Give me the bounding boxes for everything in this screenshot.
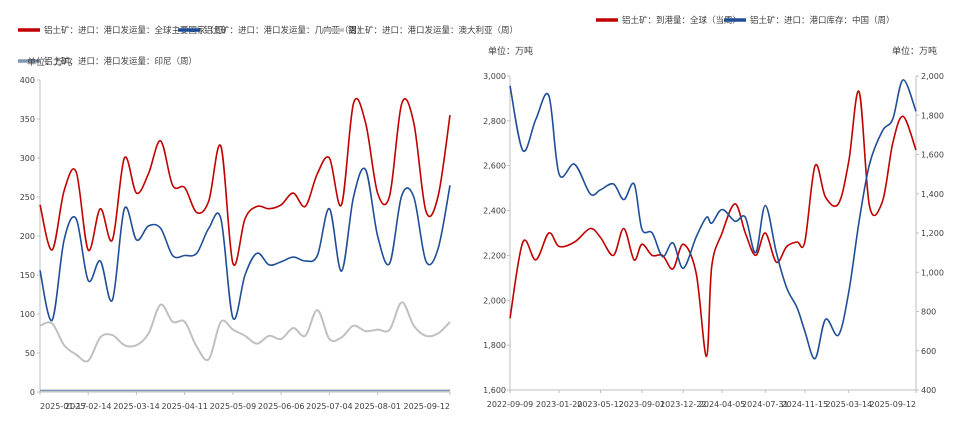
- legend-item-0: 铝土矿：进口：港口发运量：全球主要国家（周）: [18, 25, 231, 36]
- y-tick-label: 2,400: [483, 207, 506, 216]
- y-tick-label: 3,000: [483, 72, 506, 81]
- chart1-series: [39, 97, 451, 392]
- x-tick-label: 2025-03-14: [113, 402, 160, 411]
- legend-item-1: 铝土矿：进口：港口库存：中国（周）: [724, 15, 895, 26]
- y-tick-label: 200: [20, 232, 35, 241]
- chart2-left-unit-label: 单位：万吨: [488, 45, 533, 57]
- y-tick-label: 350: [20, 115, 35, 124]
- series-line-2: [39, 301, 451, 363]
- y-tick-label: 100: [20, 310, 35, 319]
- legend-label: 铝土矿：进口：港口发运量：澳大利亚（周）: [348, 25, 518, 36]
- chart2-y-ticks-left: 1,600 1,800 2,000 2,200 2,400 2,600 2,800 3,000: [483, 72, 510, 395]
- y-tick-label: 250: [20, 193, 35, 202]
- chart2-y-ticks-right: 400 600 800 1,000 1,200 1,400 1,600 1,800 2,000: [916, 72, 944, 395]
- chart-arrivals-inventory: 铝土矿：到港量：全球（当周） 铝土矿：进口：港口库存：中国（周） 单位：万吨 单位…: [483, 15, 944, 409]
- y2-tick-label: 2,000: [921, 72, 944, 81]
- chart-weekly-shipments: 铝土矿：进口：港口发运量：全球主要国家（周）铝土矿：进口：港口发运量：几内亚（周…: [18, 25, 518, 411]
- x-tick-label: 2022-09-09: [487, 400, 534, 409]
- y-tick-label: 2,000: [483, 296, 506, 305]
- series-line-1: [39, 167, 451, 322]
- legend-label: 铝土矿：进口：港口发运量：印尼（周）: [44, 56, 197, 67]
- y2-tick-label: 1,200: [921, 229, 944, 238]
- y-tick-label: 2,800: [483, 117, 506, 126]
- y2-tick-label: 1,600: [921, 151, 944, 160]
- chart1-y-ticks: 0 50 100 150 200 250 300 350 400: [20, 76, 40, 397]
- y2-tick-label: 1,400: [921, 190, 944, 199]
- x-tick-label: 2025-09-12: [870, 400, 917, 409]
- y2-tick-label: 800: [921, 308, 936, 317]
- x-tick-label: 2024-11-15: [782, 400, 829, 409]
- x-tick-label: 2025-02-14: [65, 402, 112, 411]
- x-tick-label: 2025-01-17: [40, 402, 87, 411]
- chart2-legend: 铝土矿：到港量：全球（当周） 铝土矿：进口：港口库存：中国（周）: [596, 15, 895, 26]
- series-line-1: [509, 79, 917, 360]
- x-tick-label: 2025-06-06: [258, 402, 305, 411]
- y2-tick-label: 600: [921, 347, 936, 356]
- legend-item-3: 铝土矿：进口：港口发运量：印尼（周）: [18, 56, 197, 67]
- y-tick-label: 0: [30, 388, 35, 397]
- x-tick-label: 2025-05-09: [210, 402, 257, 411]
- y-tick-label: 2,200: [483, 251, 506, 260]
- x-tick-label: 2025-08-01: [354, 402, 401, 411]
- y-tick-label: 400: [20, 76, 35, 85]
- series-line-0: [509, 90, 917, 358]
- legend-item-1: 铝土矿：进口：港口发运量：几内亚（周）: [178, 25, 366, 36]
- y-tick-label: 150: [20, 271, 35, 280]
- x-tick-label: 2024-07-31: [742, 400, 789, 409]
- x-tick-label: 2024-04-05: [699, 400, 746, 409]
- legend-label: 铝土矿：进口：港口发运量：全球主要国家（周）: [44, 25, 231, 36]
- y-tick-label: 1,600: [483, 386, 506, 395]
- legend-item-0: 铝土矿：到港量：全球（当周）: [596, 15, 741, 26]
- y-tick-label: 300: [20, 154, 35, 163]
- legend-label: 铝土矿：进口：港口库存：中国（周）: [750, 15, 895, 26]
- chart1-unit-label: 单位：万吨: [27, 56, 72, 68]
- y-tick-label: 1,800: [483, 341, 506, 350]
- y2-tick-label: 1,000: [921, 268, 944, 277]
- x-tick-label: 2023-01-20: [536, 400, 583, 409]
- chart2-right-unit-label: 单位：万吨: [892, 45, 937, 57]
- y2-tick-label: 400: [921, 386, 936, 395]
- x-tick-label: 2023-12-22: [660, 400, 707, 409]
- x-tick-label: 2025-03-14: [826, 400, 873, 409]
- y2-tick-label: 1,800: [921, 111, 944, 120]
- chart2-series: [509, 79, 917, 360]
- x-tick-label: 2025-09-12: [404, 402, 451, 411]
- series-line-0: [39, 97, 451, 267]
- y-tick-label: 50: [25, 349, 35, 358]
- x-tick-label: 2025-07-04: [306, 402, 353, 411]
- legend-item-2: 铝土矿：进口：港口发运量：澳大利亚（周）: [322, 25, 518, 36]
- legend-label: 铝土矿：到港量：全球（当周）: [622, 15, 741, 26]
- chart1-legend: 铝土矿：进口：港口发运量：全球主要国家（周）铝土矿：进口：港口发运量：几内亚（周…: [18, 25, 518, 67]
- x-tick-label: 2025-04-11: [161, 402, 208, 411]
- x-tick-label: 2023-09-01: [619, 400, 666, 409]
- legend-label: 铝土矿：进口：港口发运量：几内亚（周）: [204, 25, 366, 36]
- x-tick-label: 2023-05-12: [577, 400, 624, 409]
- y-tick-label: 2,600: [483, 162, 506, 171]
- chart2-x-ticks: 2022-09-09 2023-01-202023-05-122023-09-01…: [487, 390, 917, 409]
